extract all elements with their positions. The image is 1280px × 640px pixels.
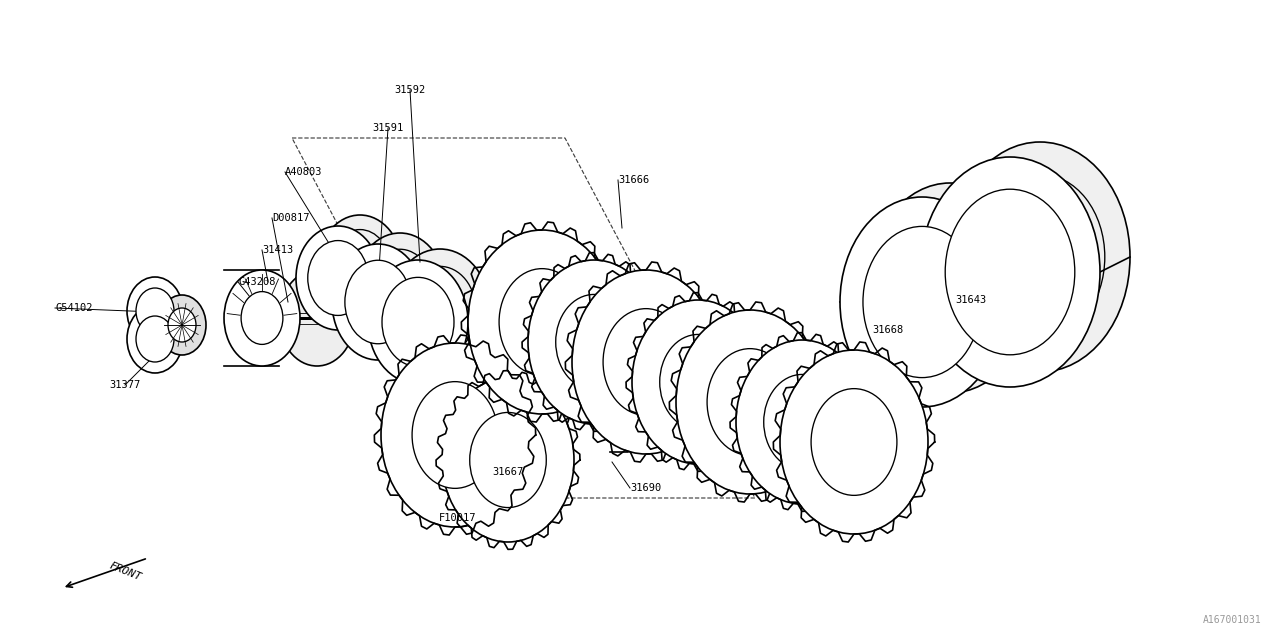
Ellipse shape — [344, 260, 411, 344]
Ellipse shape — [127, 305, 183, 373]
Ellipse shape — [442, 378, 573, 542]
Text: 31662: 31662 — [728, 365, 759, 375]
Ellipse shape — [157, 295, 206, 355]
Ellipse shape — [404, 266, 476, 356]
Text: 2200CC:5 PCS: 2200CC:5 PCS — [728, 397, 803, 407]
Text: 2500CC:6 PCS: 2500CC:6 PCS — [728, 425, 803, 435]
Text: 31377: 31377 — [109, 380, 141, 390]
Ellipse shape — [330, 230, 390, 305]
Ellipse shape — [307, 241, 369, 316]
Ellipse shape — [945, 189, 1075, 355]
Ellipse shape — [659, 335, 736, 429]
Ellipse shape — [136, 288, 174, 334]
Ellipse shape — [868, 183, 1032, 393]
Text: G43208: G43208 — [238, 277, 275, 287]
Ellipse shape — [332, 244, 424, 360]
Ellipse shape — [241, 292, 283, 344]
Ellipse shape — [736, 340, 868, 504]
Text: 31667: 31667 — [493, 467, 524, 477]
Ellipse shape — [355, 233, 445, 349]
Text: 31591: 31591 — [372, 123, 403, 133]
Text: A167001031: A167001031 — [1203, 615, 1262, 625]
Ellipse shape — [224, 270, 300, 366]
Ellipse shape — [390, 249, 490, 373]
Ellipse shape — [632, 300, 764, 464]
Ellipse shape — [499, 269, 585, 375]
Text: A40803: A40803 — [285, 167, 323, 177]
Text: F10017: F10017 — [439, 513, 476, 523]
Ellipse shape — [127, 277, 183, 345]
Ellipse shape — [369, 260, 468, 384]
Ellipse shape — [367, 249, 433, 333]
Ellipse shape — [920, 157, 1100, 387]
Ellipse shape — [707, 349, 792, 456]
Text: FRONT: FRONT — [108, 560, 142, 582]
Ellipse shape — [296, 226, 380, 330]
Text: D00817: D00817 — [273, 213, 310, 223]
Text: 31592: 31592 — [394, 85, 426, 95]
Text: 31643: 31643 — [955, 295, 987, 305]
Ellipse shape — [317, 215, 402, 319]
Ellipse shape — [975, 174, 1105, 340]
Ellipse shape — [279, 270, 355, 366]
Ellipse shape — [572, 270, 721, 454]
Ellipse shape — [529, 260, 660, 424]
Text: 31668: 31668 — [872, 325, 904, 335]
Ellipse shape — [470, 412, 547, 508]
Text: 31690: 31690 — [630, 483, 662, 493]
Text: 31413: 31413 — [262, 245, 293, 255]
Ellipse shape — [412, 381, 498, 488]
Ellipse shape — [556, 294, 632, 390]
Text: G54102: G54102 — [55, 303, 92, 313]
Ellipse shape — [764, 374, 840, 470]
Text: 31666: 31666 — [618, 175, 649, 185]
Ellipse shape — [950, 142, 1130, 372]
Ellipse shape — [603, 308, 689, 415]
Ellipse shape — [468, 230, 616, 414]
Ellipse shape — [168, 308, 196, 342]
Ellipse shape — [891, 212, 1009, 364]
Ellipse shape — [780, 350, 928, 534]
Ellipse shape — [381, 343, 529, 527]
Ellipse shape — [136, 316, 174, 362]
Ellipse shape — [863, 227, 980, 378]
Ellipse shape — [812, 388, 897, 495]
FancyBboxPatch shape — [225, 309, 239, 327]
Ellipse shape — [676, 310, 824, 494]
Ellipse shape — [381, 277, 454, 367]
FancyBboxPatch shape — [349, 311, 360, 325]
Ellipse shape — [840, 197, 1004, 407]
